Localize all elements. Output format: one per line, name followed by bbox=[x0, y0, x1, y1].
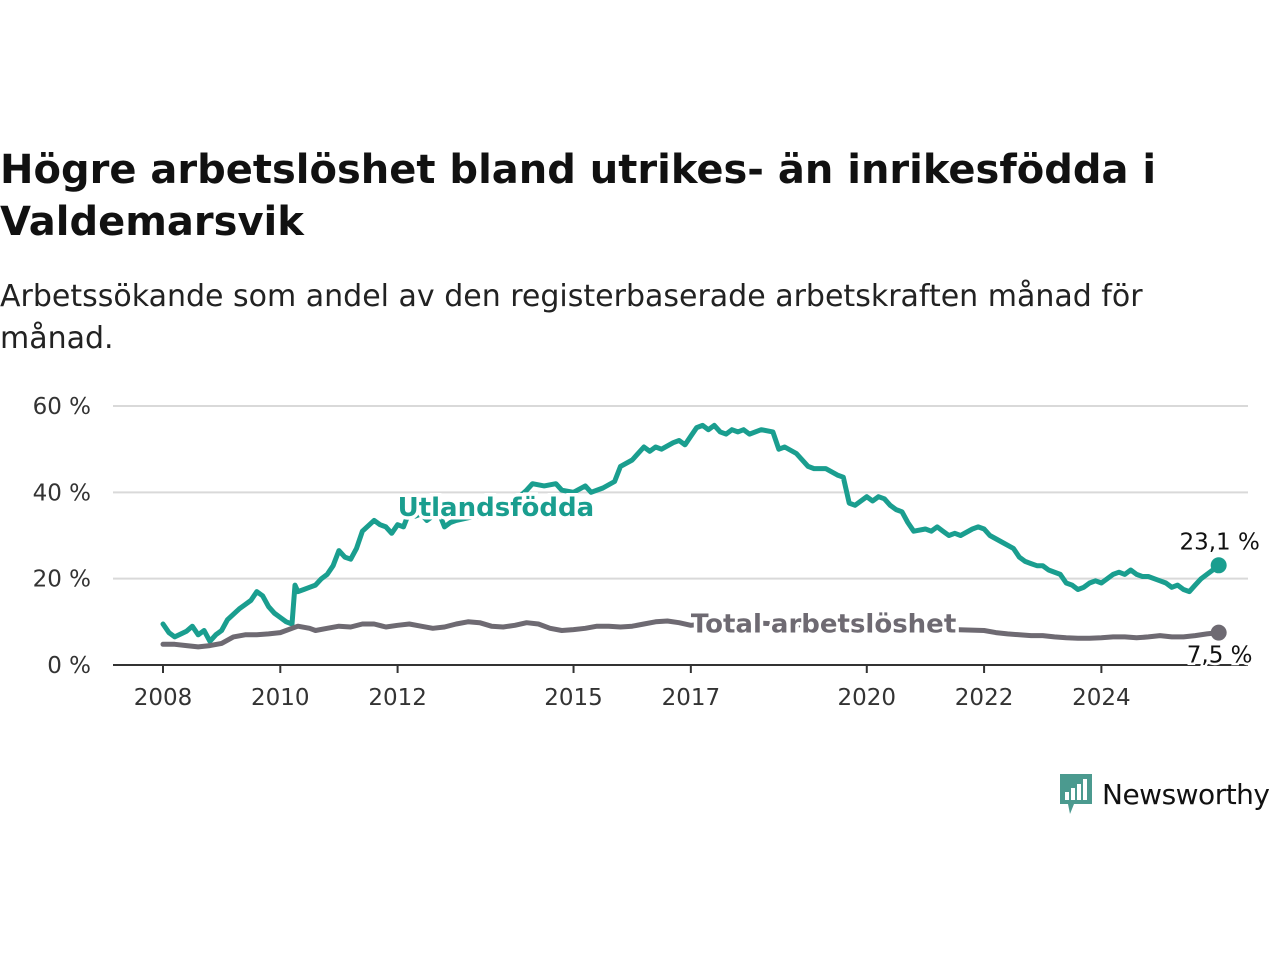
x-axis-ticks: 2008 2010 2012 2015 2017 2020 2022 2024 bbox=[134, 665, 1131, 711]
series-labels: 23,1 % 7,5 % Utlandsfödda Total arbetslöshe… bbox=[394, 490, 1262, 672]
series-end-point bbox=[1210, 557, 1227, 574]
series-name-total: Total arbetslöshet bbox=[691, 610, 956, 640]
x-tick-label: 2022 bbox=[955, 685, 1014, 711]
x-tick-label: 2015 bbox=[544, 685, 603, 711]
x-tick-label: 2024 bbox=[1072, 685, 1131, 711]
gridlines bbox=[113, 405, 1248, 666]
y-tick-label: 20 % bbox=[33, 567, 91, 593]
series-end-point bbox=[1210, 624, 1227, 641]
x-tick-label: 2010 bbox=[251, 685, 310, 711]
x-tick-label: 2017 bbox=[662, 685, 721, 711]
brand-logo: Newsworthy bbox=[1058, 772, 1270, 816]
brand-name: Newsworthy bbox=[1102, 777, 1270, 811]
x-tick-label: 2012 bbox=[368, 685, 427, 711]
series-name-utlandsfodda: Utlandsfödda bbox=[398, 493, 595, 523]
chart-subtitle: Arbetssökande som andel av den registerb… bbox=[0, 279, 1143, 356]
line-chart: 0 % 20 % 40 % 60 % 2008 2010 2012 2015 2017 2020… bbox=[33, 394, 1263, 711]
x-tick-label: 2008 bbox=[134, 685, 193, 711]
y-tick-label: 60 % bbox=[33, 394, 91, 420]
series-lines bbox=[160, 422, 1227, 650]
chart-title: Högre arbetslöshet bland utrikes- än inr… bbox=[0, 147, 1157, 245]
series-end-label: 23,1 % bbox=[1179, 529, 1259, 555]
bar-chart-bubble-icon bbox=[1060, 774, 1092, 814]
series-end-label: 7,5 % bbox=[1187, 643, 1253, 669]
y-tick-label: 0 % bbox=[47, 653, 91, 679]
series-line-total bbox=[160, 617, 1222, 650]
y-axis-ticks: 0 % 20 % 40 % 60 % bbox=[33, 394, 91, 679]
series-line-utlandsfodda bbox=[160, 422, 1222, 644]
x-tick-label: 2020 bbox=[838, 685, 897, 711]
y-tick-label: 40 % bbox=[33, 480, 91, 506]
